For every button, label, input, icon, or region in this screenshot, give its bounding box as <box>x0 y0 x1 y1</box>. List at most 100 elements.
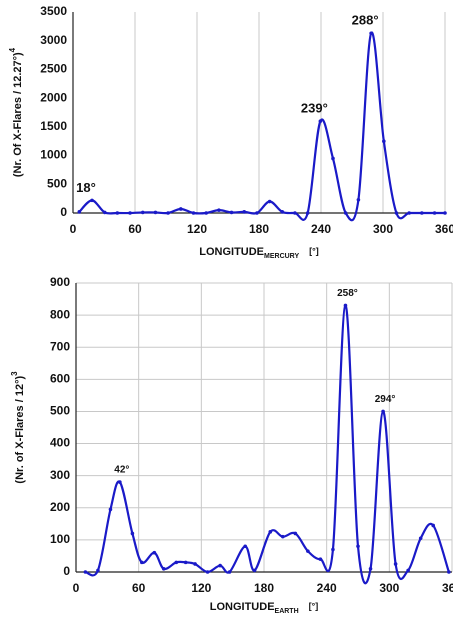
data-point <box>178 207 183 211</box>
data-point <box>394 211 399 215</box>
data-line <box>78 31 445 222</box>
data-point <box>161 566 166 571</box>
y-tick-label: 800 <box>50 307 70 321</box>
y-label-text: (Nr. Of X-Flares / 12.27°) <box>12 52 24 177</box>
y-tick-label: 2500 <box>40 62 67 76</box>
data-point <box>381 409 385 414</box>
y-tick-label: 300 <box>50 468 70 482</box>
y-tick-label: 3500 <box>40 4 67 18</box>
y-tick-label: 1500 <box>40 119 67 133</box>
x-tick-label: 180 <box>254 581 274 595</box>
data-point <box>118 480 122 484</box>
x-tick-label: 240 <box>317 581 337 595</box>
data-point <box>369 31 373 36</box>
data-point <box>382 139 386 144</box>
data-point <box>102 210 107 215</box>
chart-panel: 0 500 1000 1500 2000 2500 3000 3500 0 60 120 180 240… <box>8 4 453 260</box>
x-tick-label: 300 <box>379 581 399 595</box>
y-tick-label: 500 <box>47 176 67 190</box>
data-point <box>443 211 447 215</box>
data-point <box>281 534 285 539</box>
data-point <box>140 210 145 215</box>
data-point <box>243 544 247 549</box>
x-tick-label: 360 <box>435 222 453 236</box>
y-tick-label: 500 <box>50 404 70 418</box>
data-point <box>368 566 373 571</box>
peak-annotation: 18° <box>76 180 96 195</box>
data-point <box>331 547 335 552</box>
x-axis-label: LONGITUDEMERCURY [°] <box>199 246 319 260</box>
data-point <box>356 544 360 549</box>
data-point <box>293 531 298 536</box>
data-point <box>204 211 208 215</box>
data-point <box>217 208 221 212</box>
data-point <box>174 560 179 565</box>
data-point <box>406 568 410 573</box>
data-point <box>331 156 335 161</box>
data-point <box>218 563 222 568</box>
x-tick-label: 60 <box>132 581 146 595</box>
y-tick-label: 600 <box>50 372 70 386</box>
y-label-power: 3 <box>10 371 19 376</box>
y-tick-label: 100 <box>50 532 70 546</box>
data-point <box>193 562 197 566</box>
data-point <box>153 210 158 215</box>
peak-annotation: 42° <box>114 465 129 476</box>
y-tick-label: 1000 <box>40 148 67 162</box>
data-point <box>255 211 259 215</box>
x-label-sub: EARTH <box>275 608 299 615</box>
data-point <box>205 570 210 574</box>
peak-annotation: 294° <box>375 394 396 405</box>
data-point <box>166 211 170 215</box>
x-label-sub: MERCURY <box>264 253 299 260</box>
y-axis-label: (Nr. Of X-Flares / 12.27°)4 <box>8 47 24 177</box>
x-label-unit: [°] <box>309 601 319 611</box>
y-label-power: 4 <box>8 47 17 52</box>
data-point <box>447 570 451 574</box>
data-point <box>280 210 285 214</box>
y-tick-label: 900 <box>50 275 70 289</box>
peak-annotation: 258° <box>337 288 358 299</box>
y-tick-label: 400 <box>50 436 70 450</box>
x-label-unit: [°] <box>309 246 319 256</box>
data-point <box>130 531 135 536</box>
data-point <box>227 570 232 574</box>
data-point <box>191 211 196 215</box>
data-point <box>229 210 234 215</box>
peak-annotation: 288° <box>352 13 379 28</box>
x-tick-label: 120 <box>191 581 211 595</box>
peak-annotation: 239° <box>301 101 328 116</box>
y-tick-label: 0 <box>60 205 67 219</box>
chart-panel: 0 100 200 300 400 500 600 700 800 900 0 60 120 180 240… <box>10 275 453 615</box>
data-point <box>108 507 113 512</box>
data-point <box>115 211 120 215</box>
y-tick-label: 2000 <box>40 90 67 104</box>
y-label-text: (Nr. of X-Flares / 12°) <box>14 376 26 484</box>
data-point <box>242 210 247 214</box>
y-tick-label: 0 <box>63 564 70 578</box>
x-tick-label: 360 <box>442 581 453 595</box>
x-tick-label: 240 <box>311 222 331 236</box>
x-tick-label: 120 <box>187 222 207 236</box>
data-point <box>393 562 398 566</box>
data-point <box>90 198 94 203</box>
data-point <box>83 570 88 574</box>
data-point <box>343 211 348 215</box>
data-point <box>432 211 437 215</box>
x-tick-label: 0 <box>73 581 80 595</box>
data-point <box>183 560 188 565</box>
data-point <box>305 211 310 215</box>
data-point <box>420 211 424 215</box>
data-point <box>431 523 436 528</box>
data-point <box>252 568 257 573</box>
x-label-text: LONGITUDE <box>210 601 275 613</box>
data-point <box>318 119 323 123</box>
data-point <box>96 568 100 573</box>
data-point <box>293 211 297 215</box>
y-tick-label: 3000 <box>40 33 67 47</box>
data-point <box>318 557 323 561</box>
y-tick-label: 200 <box>50 500 70 514</box>
data-point <box>77 210 82 214</box>
y-tick-label: 700 <box>50 339 70 353</box>
